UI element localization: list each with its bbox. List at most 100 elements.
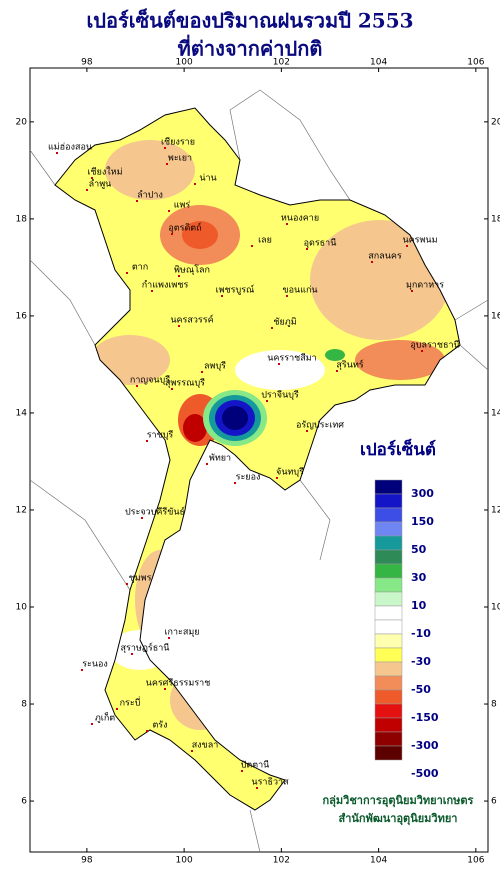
legend-swatch — [374, 633, 403, 649]
station-dot — [146, 440, 148, 442]
station-dot — [171, 233, 173, 235]
station-dot — [411, 290, 413, 292]
legend-swatch — [374, 703, 403, 719]
legend-label: 30 — [411, 571, 427, 584]
place-label: ชัยภูมิ — [273, 317, 296, 328]
place-label: เชียงราย — [161, 137, 195, 148]
station-dot — [251, 245, 253, 247]
station-dot — [146, 730, 148, 732]
place-label: แพร่ — [174, 201, 191, 211]
station-dot — [221, 295, 223, 297]
station-dot — [126, 272, 128, 274]
station-dot — [278, 363, 280, 365]
lat-tick-label: 16 — [491, 311, 500, 321]
place-label: อุตรดิตถ์ — [168, 222, 201, 234]
legend-swatch — [374, 479, 403, 495]
place-label: ขอนแก่น — [282, 286, 317, 296]
legend-label: 300 — [411, 487, 434, 500]
station-dot — [171, 388, 173, 390]
lat-tick-label: 16 — [16, 311, 28, 321]
station-dot — [56, 152, 58, 154]
place-label: นครพนม — [402, 236, 437, 246]
station-dot — [206, 463, 208, 465]
station-dot — [81, 669, 83, 671]
place-label: จันทบุรี — [276, 467, 304, 478]
place-label: เพชรบูรณ์ — [216, 284, 255, 296]
lon-tick-label: 98 — [81, 856, 93, 866]
station-dot — [136, 385, 138, 387]
legend-swatch — [374, 521, 403, 537]
lat-tick-label: 8 — [21, 700, 27, 710]
legend-swatch — [374, 605, 403, 621]
place-label: สุพรรณบุรี — [165, 378, 205, 389]
legend-title: เปอร์เซ็นต์ — [360, 437, 436, 460]
station-dot — [371, 261, 373, 263]
place-label: เลย — [258, 236, 272, 246]
lat-tick-label: 10 — [16, 603, 28, 613]
place-label: นครราชสีมา — [267, 353, 316, 364]
place-label: สกลนคร — [368, 252, 402, 262]
station-dot — [178, 325, 180, 327]
station-dot — [86, 189, 88, 191]
legend-swatch — [374, 493, 403, 509]
lon-tick-label: 100 — [176, 58, 193, 68]
lat-tick-label: 8 — [491, 700, 497, 710]
legend-swatch — [374, 577, 403, 593]
station-dot — [166, 163, 168, 165]
legend-swatch — [374, 647, 403, 663]
legend-label: 150 — [411, 515, 434, 528]
credit-line: สำนักพัฒนาอุตุนิยมวิทยา — [339, 812, 458, 826]
station-dot — [306, 430, 308, 432]
place-label: ลพบุรี — [204, 361, 226, 372]
place-label: น่าน — [199, 174, 216, 184]
legend-label: -10 — [411, 627, 431, 640]
place-label: กระบี่ — [120, 696, 141, 709]
station-dot — [164, 147, 166, 149]
lon-tick-label: 100 — [176, 856, 193, 866]
place-label: สงขลา — [192, 741, 219, 751]
place-label: นราธิวาส — [251, 777, 289, 788]
station-dot — [116, 708, 118, 710]
legend-swatch — [374, 619, 403, 635]
lat-tick-label: 14 — [16, 408, 28, 418]
subtitle: ที่ต่างจากค่าปกติ — [178, 34, 323, 61]
legend-swatch — [374, 591, 403, 607]
station-dot — [336, 370, 338, 372]
station-dot — [306, 248, 308, 250]
lat-tick-label: 6 — [491, 797, 497, 807]
station-dot — [286, 223, 288, 225]
place-label: กำแพงเพชร — [142, 280, 189, 291]
station-dot — [191, 750, 193, 752]
lat-tick-label: 6 — [21, 797, 27, 807]
station-dot — [151, 290, 153, 292]
station-dot — [164, 688, 166, 690]
lat-tick-label: 20 — [491, 117, 500, 127]
station-dot — [126, 583, 128, 585]
station-dot — [271, 327, 273, 329]
lat-tick-label: 14 — [491, 408, 500, 418]
lon-tick-label: 98 — [81, 58, 93, 68]
lon-tick-label: 104 — [370, 58, 387, 68]
station-dot — [91, 177, 93, 179]
title: เปอร์เซ็นต์ของปริมาณฝนรวมปี 2553 — [86, 8, 413, 33]
place-label: อุดรธานี — [304, 238, 337, 249]
place-label: เกาะสมุย — [164, 628, 199, 638]
place-label: เชียงใหม่ — [87, 167, 122, 178]
place-label: แม่ฮ่องสอน — [48, 143, 92, 153]
legend-label: 50 — [411, 543, 427, 556]
station-dot — [131, 653, 133, 655]
place-label: ปัตตานี — [241, 760, 270, 771]
place-label: หนองคาย — [281, 214, 319, 224]
station-dot — [234, 482, 236, 484]
place-label: สุรินทร์ — [336, 359, 363, 371]
legend-label: 10 — [411, 599, 427, 612]
place-label: พัทยา — [209, 454, 231, 464]
lat-tick-label: 18 — [491, 214, 500, 224]
credit-line: กลุ่มวิชาการอุตุนิยมวิทยาเกษตร — [323, 794, 474, 808]
legend-label: -500 — [411, 767, 439, 780]
lat-tick-label: 20 — [16, 117, 28, 127]
station-dot — [276, 477, 278, 479]
legend-label: -300 — [411, 739, 439, 752]
place-label: พิษณุโลก — [174, 265, 210, 276]
